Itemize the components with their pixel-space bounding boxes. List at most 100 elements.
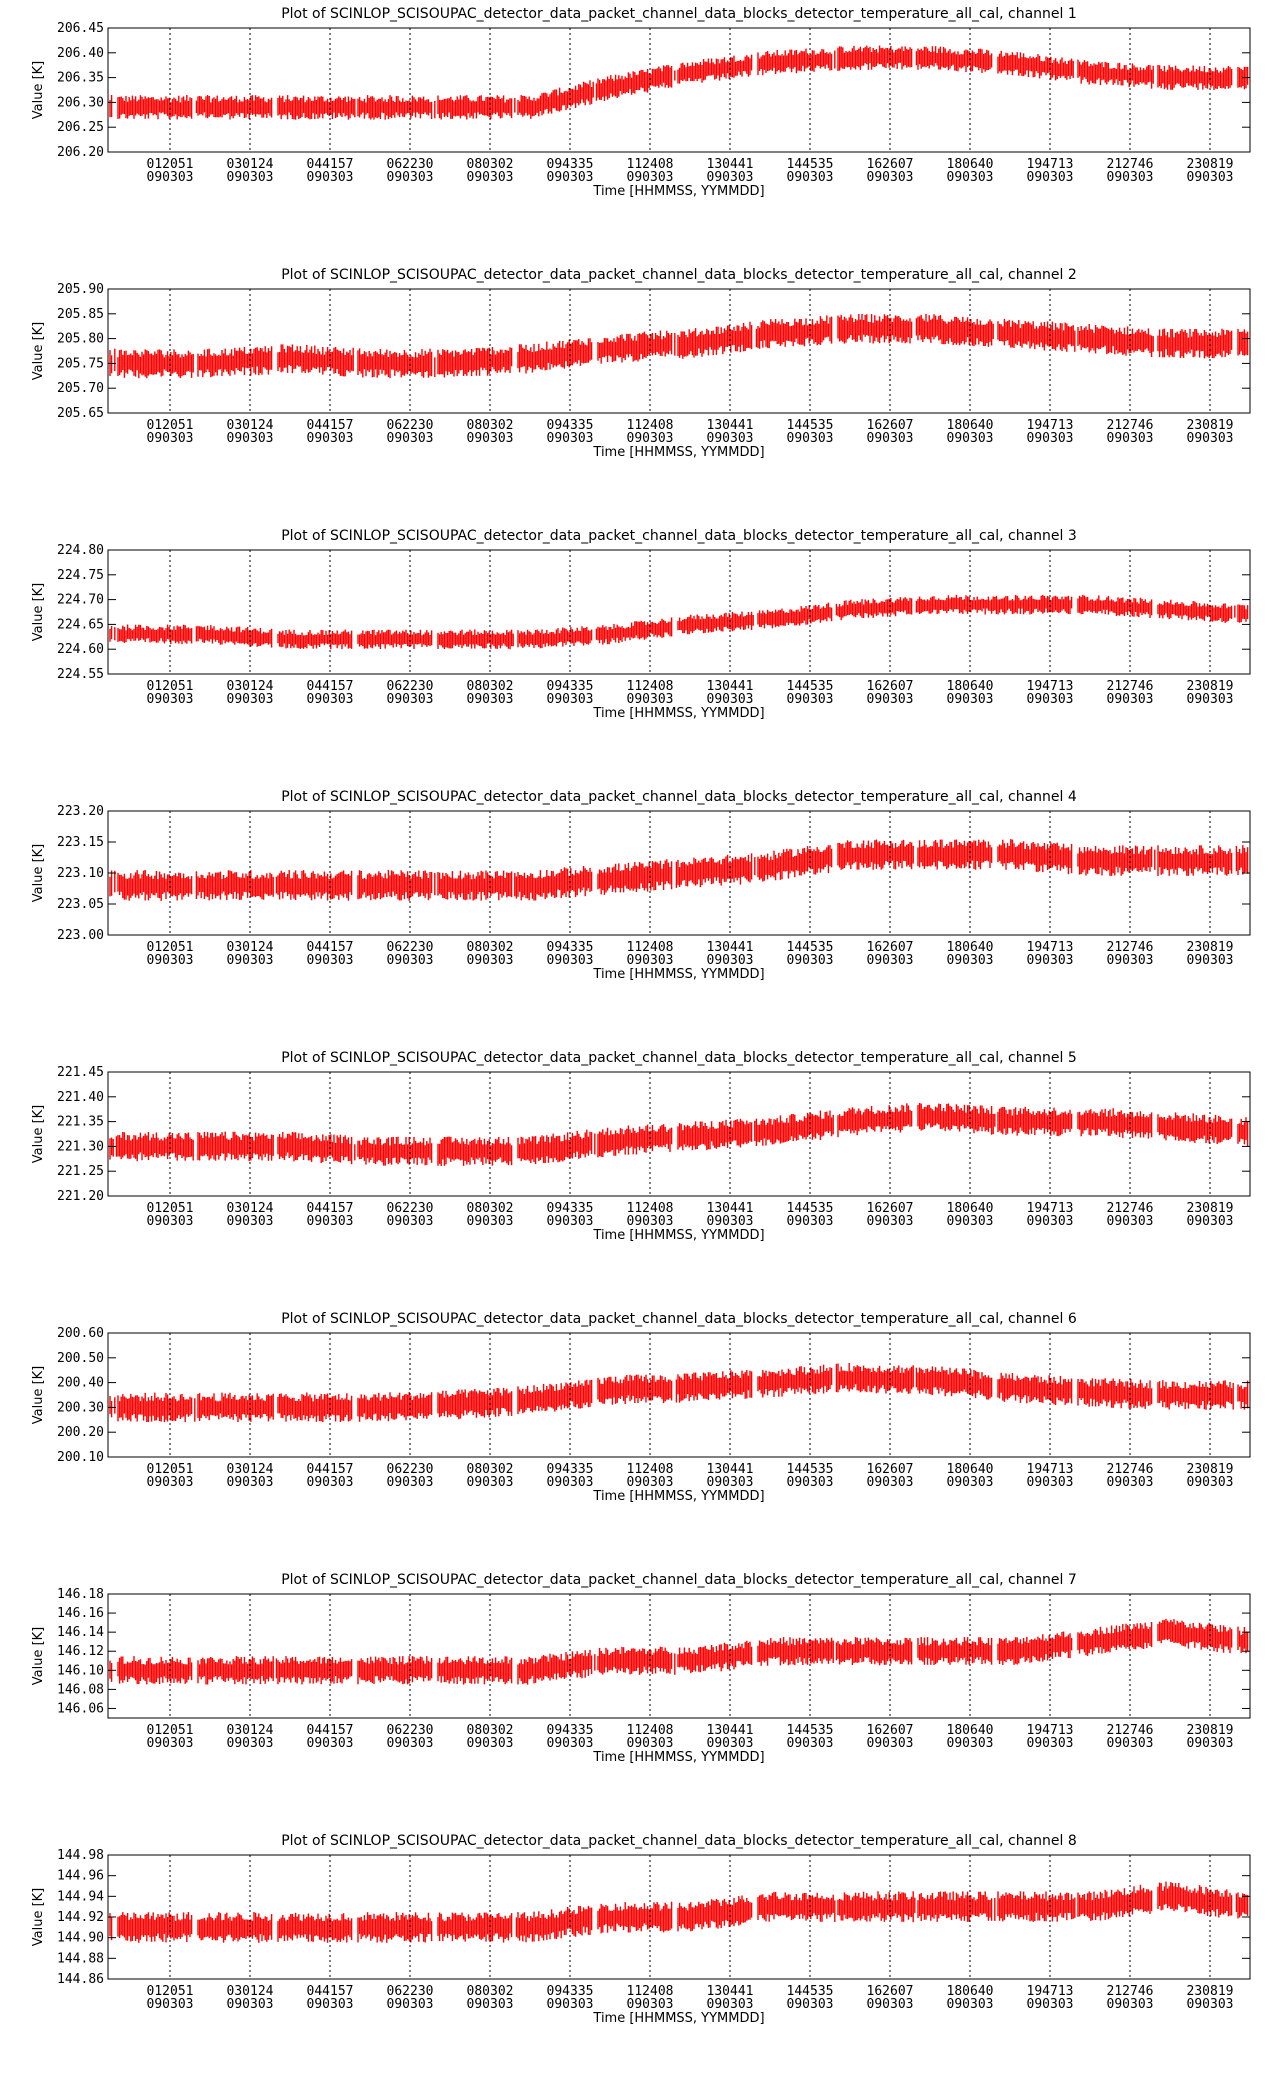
x-tick-time: 094335 <box>547 1462 594 1477</box>
x-tick-time: 094335 <box>547 679 594 694</box>
x-tick-time: 112408 <box>627 1462 674 1477</box>
x-tick-date: 090303 <box>147 1475 194 1490</box>
y-tick-label: 200.50 <box>57 1351 104 1366</box>
x-tick-date: 090303 <box>787 1475 834 1490</box>
x-tick-date: 090303 <box>707 1475 754 1490</box>
y-tick-label: 221.25 <box>57 1164 104 1179</box>
x-tick-date: 090303 <box>1187 431 1234 446</box>
y-tick-label: 200.20 <box>57 1425 104 1440</box>
x-tick-time: 044157 <box>307 679 354 694</box>
x-tick-time: 144535 <box>787 1462 834 1477</box>
y-tick-label: 206.35 <box>57 71 104 86</box>
y-tick-label: 205.90 <box>57 282 104 297</box>
chart-panel-6: Plot of SCINLOP_SCISOUPAC_detector_data_… <box>0 1305 1272 1566</box>
y-tick-label: 221.20 <box>57 1189 104 1204</box>
x-tick-date: 090303 <box>1027 692 1074 707</box>
x-tick-date: 090303 <box>867 1214 914 1229</box>
x-tick-date: 090303 <box>307 953 354 968</box>
x-tick-date: 090303 <box>227 170 274 185</box>
x-tick-time: 130441 <box>707 1462 754 1477</box>
x-tick-date: 090303 <box>547 1475 594 1490</box>
x-tick-date: 090303 <box>1187 170 1234 185</box>
x-tick-time: 030124 <box>227 679 274 694</box>
x-tick-time: 144535 <box>787 940 834 955</box>
chart-title: Plot of SCINLOP_SCISOUPAC_detector_data_… <box>281 789 1077 805</box>
x-tick-time: 180640 <box>947 418 994 433</box>
chart-svg-1: Plot of SCINLOP_SCISOUPAC_detector_data_… <box>31 6 1251 199</box>
x-axis-label: Time [HHMMSS, YYMMDD] <box>592 445 764 460</box>
data-series <box>109 594 1249 650</box>
x-tick-time: 212746 <box>1107 940 1154 955</box>
y-tick-label: 221.40 <box>57 1090 104 1105</box>
x-tick-time: 062230 <box>387 679 434 694</box>
x-tick-date: 090303 <box>947 692 994 707</box>
x-tick-date: 090303 <box>467 431 514 446</box>
x-tick-time: 230819 <box>1187 157 1234 172</box>
x-tick-time: 230819 <box>1187 1462 1234 1477</box>
chart-svg-7: Plot of SCINLOP_SCISOUPAC_detector_data_… <box>31 1572 1251 1765</box>
plot-frame <box>107 1071 1251 1197</box>
chart-svg-4: Plot of SCINLOP_SCISOUPAC_detector_data_… <box>31 789 1251 982</box>
data-series <box>109 1618 1249 1685</box>
x-tick-time: 030124 <box>227 1201 274 1216</box>
x-tick-date: 090303 <box>307 1475 354 1490</box>
x-tick-time: 230819 <box>1187 418 1234 433</box>
x-tick-time: 180640 <box>947 1201 994 1216</box>
x-tick-date: 090303 <box>1107 1475 1154 1490</box>
x-tick-time: 162607 <box>867 157 914 172</box>
chart-title: Plot of SCINLOP_SCISOUPAC_detector_data_… <box>281 267 1077 283</box>
chart-title: Plot of SCINLOP_SCISOUPAC_detector_data_… <box>281 6 1077 22</box>
plot-frame <box>107 288 1251 414</box>
x-tick-date: 090303 <box>1107 431 1154 446</box>
x-tick-date: 090303 <box>947 431 994 446</box>
x-tick-time: 212746 <box>1107 157 1154 172</box>
x-tick-date: 090303 <box>227 692 274 707</box>
x-tick-date: 090303 <box>147 431 194 446</box>
chart-svg-3: Plot of SCINLOP_SCISOUPAC_detector_data_… <box>31 528 1251 721</box>
x-tick-date: 090303 <box>547 170 594 185</box>
y-tick-label: 223.00 <box>57 928 104 943</box>
y-tick-label: 206.20 <box>57 145 104 160</box>
y-tick-label: 224.70 <box>57 593 104 608</box>
x-tick-time: 212746 <box>1107 1201 1154 1216</box>
y-axis-label: Value [K] <box>31 844 46 903</box>
x-tick-time: 130441 <box>707 940 754 955</box>
x-tick-date: 090303 <box>707 431 754 446</box>
x-tick-time: 012051 <box>147 1462 194 1477</box>
x-tick-time: 212746 <box>1107 1462 1154 1477</box>
x-tick-date: 090303 <box>307 692 354 707</box>
x-tick-time: 044157 <box>307 157 354 172</box>
x-tick-date: 090303 <box>867 692 914 707</box>
x-tick-time: 012051 <box>147 940 194 955</box>
x-tick-time: 044157 <box>307 940 354 955</box>
y-tick-label: 206.45 <box>57 21 104 36</box>
x-tick-date: 090303 <box>707 692 754 707</box>
plot-frame <box>107 549 1251 675</box>
x-tick-date: 090303 <box>947 170 994 185</box>
y-tick-label: 205.85 <box>57 307 104 322</box>
x-tick-time: 194713 <box>1027 157 1074 172</box>
x-tick-time: 180640 <box>947 1462 994 1477</box>
x-tick-time: 194713 <box>1027 940 1074 955</box>
y-tick-label: 206.40 <box>57 46 104 61</box>
x-tick-date: 090303 <box>867 431 914 446</box>
x-axis-label: Time [HHMMSS, YYMMDD] <box>592 1228 764 1243</box>
x-tick-date: 090303 <box>1027 1214 1074 1229</box>
x-tick-date: 090303 <box>387 692 434 707</box>
x-tick-date: 090303 <box>787 1214 834 1229</box>
x-tick-date: 090303 <box>867 1475 914 1490</box>
chart-panel-4: Plot of SCINLOP_SCISOUPAC_detector_data_… <box>0 783 1272 1044</box>
x-tick-time: 080302 <box>467 1462 514 1477</box>
x-tick-time: 030124 <box>227 1462 274 1477</box>
x-tick-time: 012051 <box>147 1201 194 1216</box>
x-tick-time: 130441 <box>707 157 754 172</box>
x-tick-date: 090303 <box>1187 1475 1234 1490</box>
data-series <box>109 839 1249 901</box>
plot-frame <box>107 27 1251 153</box>
x-tick-date: 090303 <box>387 1214 434 1229</box>
x-tick-date: 090303 <box>1107 953 1154 968</box>
x-axis-label: Time [HHMMSS, YYMMDD] <box>592 706 764 721</box>
plot-frame <box>107 1332 1251 1458</box>
x-tick-date: 090303 <box>627 170 674 185</box>
